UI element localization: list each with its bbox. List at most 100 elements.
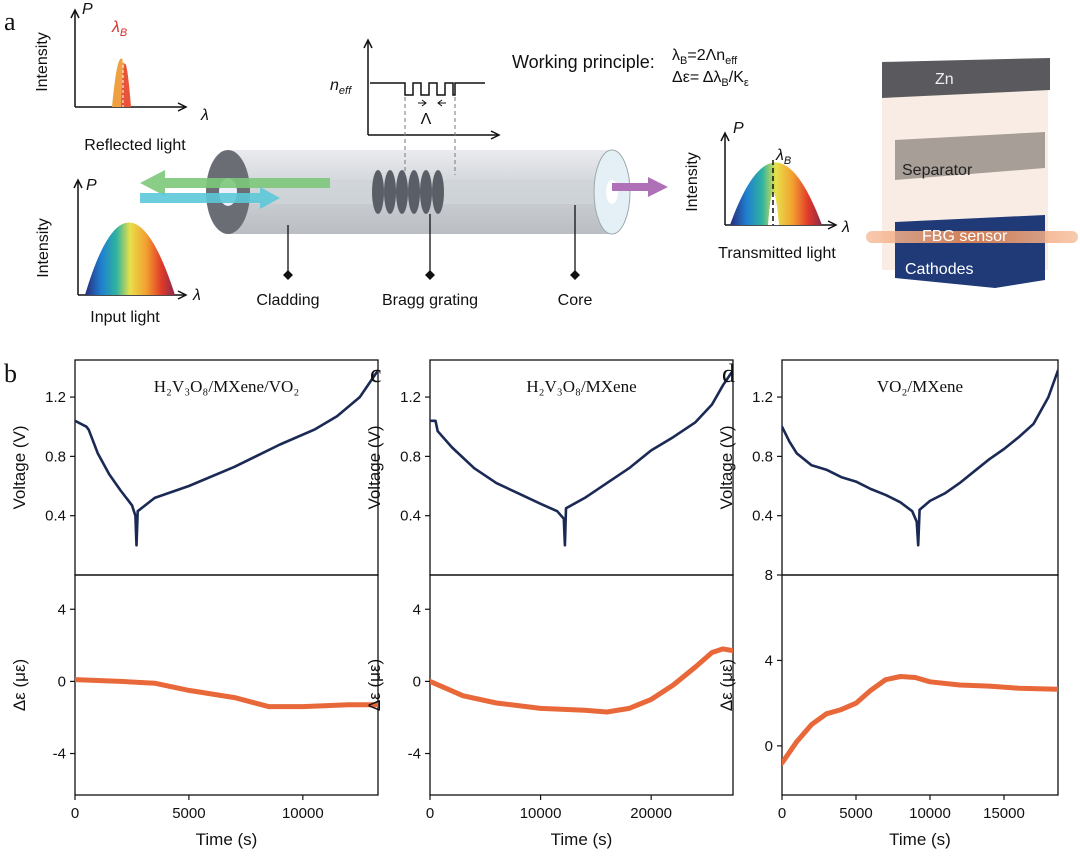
y-tick-label: 4 <box>765 652 773 669</box>
layer-label: Zn <box>935 71 954 88</box>
shape <box>408 170 420 214</box>
x-tick-label: 0 <box>426 805 434 822</box>
x-tick-label: 15000 <box>983 805 1025 822</box>
data-line <box>782 369 1058 547</box>
layer-label: Cathodes <box>905 261 974 278</box>
y-label: Intensity <box>35 218 52 278</box>
transmitted-spectrum <box>730 162 822 225</box>
equation: Δε= ΔλB/Kε <box>672 69 749 89</box>
text-part: λ <box>672 47 680 64</box>
caption: Transmitted light <box>718 245 836 262</box>
fiber-label: Cladding <box>256 292 319 309</box>
text-part: ε <box>744 77 749 89</box>
zn-layer <box>882 58 1050 98</box>
y-axis-label: Δε (με) <box>365 659 384 711</box>
axis-arrows <box>720 131 838 230</box>
x-symbol: λ <box>200 107 209 124</box>
fiber-label: Bragg grating <box>382 292 478 309</box>
y-symbol: P <box>733 120 744 137</box>
y-label: Intensity <box>34 32 51 92</box>
equation: λB=2Λneff <box>672 47 738 67</box>
y-symbol: P <box>86 177 97 194</box>
fiber: Cladding Bragg grating Core <box>140 149 668 309</box>
panel-label: d <box>722 359 735 388</box>
x-symbol: λ <box>841 219 850 236</box>
text-part: B <box>784 155 791 167</box>
y-tick-label: -4 <box>53 746 66 763</box>
principle: Working principle: λB=2Λneff Δε= ΔλB/Kε <box>512 47 749 89</box>
x-tick-label: 0 <box>71 805 79 822</box>
index-profile <box>370 82 485 96</box>
plot-frame <box>781 574 1059 796</box>
peak-label: λB <box>111 19 127 39</box>
index-inset: neff Λ <box>330 38 501 175</box>
x-tick-label: 10000 <box>520 805 562 822</box>
layer-label: FBG sensor <box>922 228 1008 245</box>
bragg-grating <box>372 170 444 214</box>
x-tick-label: 10000 <box>909 805 951 822</box>
leader-lines <box>287 205 576 275</box>
x-axis-label: Time (s) <box>551 830 613 849</box>
y-tick-label: 0.8 <box>45 448 66 465</box>
x-tick-label: 5000 <box>172 805 205 822</box>
y-tick-label: 0 <box>58 673 66 690</box>
text-part: B <box>680 55 687 67</box>
transmitted-inset: P λB Intensity λ Transmitted light <box>684 120 850 262</box>
axis-arrows <box>70 8 188 112</box>
panel-label: b <box>4 359 17 388</box>
input-arrow <box>140 187 280 209</box>
x-tick-label: 10000 <box>282 805 324 822</box>
plot-frame <box>429 574 734 796</box>
y-tick-label: 0.4 <box>45 508 66 525</box>
fiber-label: Core <box>558 292 593 309</box>
shape <box>384 170 396 214</box>
y-axis-label: Voltage (V) <box>10 425 29 509</box>
input-inset: P Intensity λ Input light <box>35 177 201 326</box>
panel-label: c <box>370 359 382 388</box>
axis-arrows <box>363 38 501 140</box>
separator-layer <box>895 132 1045 180</box>
principle-title: Working principle: <box>512 52 655 72</box>
y-tick-label: 8 <box>765 567 773 584</box>
data-line <box>430 646 733 715</box>
text-part: B <box>721 77 728 89</box>
y-tick-label: 0.4 <box>752 508 773 525</box>
text-part: eff <box>339 85 352 97</box>
y-tick-label: 1.2 <box>752 389 773 406</box>
x-axis-label: Time (s) <box>889 830 951 849</box>
text-part: λ <box>775 147 784 164</box>
text-part: eff <box>725 55 738 67</box>
x-axis-label: Time (s) <box>196 830 258 849</box>
plot-frame <box>74 574 379 796</box>
text-part: Δε= Δλ <box>672 69 721 86</box>
y-tick-label: -4 <box>408 746 421 763</box>
peak-label: λB <box>775 147 791 167</box>
leader-diamonds <box>283 270 580 280</box>
fbg-sensor <box>866 231 1078 243</box>
data-line <box>430 369 733 547</box>
input-spectrum <box>85 222 175 295</box>
text-part: B <box>120 27 127 39</box>
axes <box>74 12 185 108</box>
text-part: /K <box>729 69 744 86</box>
transmitted-arrow <box>612 177 668 197</box>
y-axis-label: Δε (με) <box>10 659 29 711</box>
grating-guide <box>404 97 456 175</box>
y-symbol: P <box>82 1 93 18</box>
axes <box>367 42 498 136</box>
y-tick-label: 1.2 <box>400 389 421 406</box>
text-part: =2Λn <box>687 47 725 64</box>
reflected-arrow <box>140 170 330 196</box>
x-symbol: λ <box>192 287 201 304</box>
reflected-inset: P Intensity λB λ Reflected light <box>34 1 209 154</box>
shape <box>372 170 384 214</box>
y-tick-label: 0 <box>413 673 421 690</box>
shape <box>396 170 408 214</box>
y-tick-label: 0 <box>765 738 773 755</box>
data-line <box>75 369 378 547</box>
text-part: λ <box>111 19 120 36</box>
caption: Input light <box>90 309 160 326</box>
annotation: H₂V₃O₈/MXene <box>526 377 636 396</box>
charts: 0.4 0.8 1.2 Voltage (V) b H₂V₃O₈/MXene/VO₂ -4 0… <box>4 359 1059 849</box>
y-tick-label: 4 <box>58 601 66 618</box>
